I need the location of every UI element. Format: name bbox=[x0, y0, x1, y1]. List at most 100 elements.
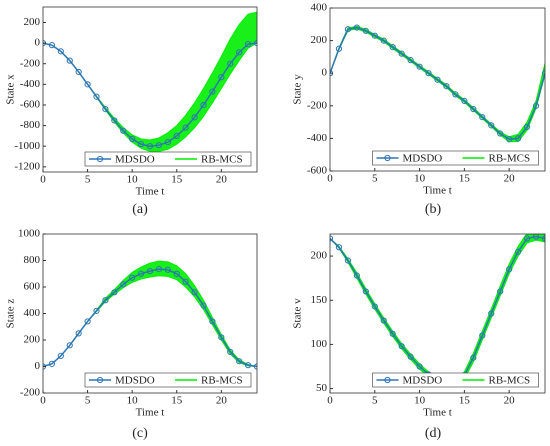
marker bbox=[407, 57, 414, 64]
legend-label: MDSDO bbox=[403, 375, 443, 387]
x-tick-label: 0 bbox=[40, 174, 46, 186]
x-tick-label: 10 bbox=[127, 395, 139, 407]
band-fill bbox=[330, 26, 545, 142]
y-tick-label: 50 bbox=[316, 382, 328, 394]
marker bbox=[137, 270, 145, 277]
y-tick-label: -400 bbox=[20, 78, 41, 90]
marker bbox=[330, 235, 334, 242]
marker bbox=[66, 342, 73, 349]
legend-label: RB-MCS bbox=[201, 154, 243, 166]
marker bbox=[120, 127, 127, 134]
legend-label: RB-MCS bbox=[201, 375, 243, 387]
marker bbox=[75, 330, 82, 337]
marker bbox=[200, 101, 207, 109]
legend-label: MDSDO bbox=[115, 154, 155, 166]
marker bbox=[93, 307, 100, 314]
y-tick-label: 400 bbox=[311, 2, 328, 14]
y-tick-label: -200 bbox=[20, 57, 41, 69]
marker bbox=[200, 302, 207, 309]
y-tick-label: 400 bbox=[24, 307, 41, 319]
marker bbox=[443, 83, 450, 90]
y-tick-label: -1000 bbox=[14, 140, 40, 152]
marker bbox=[129, 135, 136, 143]
subplot: 0 5 10 15 20 -1200 -1000 -800 -600 -400 -200 0 200 Ti… bbox=[5, 6, 258, 217]
x-axis-label: Time t bbox=[423, 185, 452, 197]
x-axis-label: Time t bbox=[423, 407, 452, 419]
marker bbox=[425, 70, 432, 77]
marker bbox=[398, 343, 405, 350]
legend-marker bbox=[384, 154, 391, 162]
legend-marker bbox=[384, 376, 391, 384]
marker bbox=[244, 362, 252, 369]
marker bbox=[416, 363, 423, 370]
x-tick-label: 20 bbox=[216, 174, 228, 186]
marker bbox=[173, 270, 180, 277]
x-tick-label: 20 bbox=[504, 395, 516, 407]
marker bbox=[102, 297, 109, 304]
marker bbox=[244, 41, 252, 48]
marker bbox=[218, 334, 225, 341]
legend-box bbox=[84, 372, 252, 388]
marker bbox=[111, 289, 118, 296]
marker bbox=[75, 68, 82, 76]
x-tick-label: 0 bbox=[327, 395, 333, 407]
x-tick-label: 10 bbox=[414, 395, 426, 407]
band-fill bbox=[330, 234, 545, 386]
plot-area bbox=[43, 260, 257, 370]
y-tick-label: 0 bbox=[35, 37, 41, 49]
x-tick-label: 5 bbox=[85, 174, 91, 186]
x-tick-label: 15 bbox=[459, 395, 471, 407]
x-tick-label: 20 bbox=[504, 173, 516, 185]
y-tick-label: -400 bbox=[307, 132, 328, 144]
marker bbox=[111, 117, 118, 124]
marker bbox=[380, 37, 387, 44]
marker bbox=[532, 102, 540, 109]
x-tick-label: 10 bbox=[414, 173, 426, 185]
marker bbox=[541, 235, 545, 242]
marker bbox=[191, 289, 198, 296]
marker bbox=[479, 332, 486, 339]
y-tick-label: 600 bbox=[24, 281, 41, 293]
caption: (d) bbox=[425, 426, 442, 441]
marker bbox=[506, 266, 513, 273]
marker bbox=[182, 124, 189, 131]
x-tick-label: 15 bbox=[171, 174, 183, 186]
y-axis-label: State z bbox=[5, 299, 17, 329]
marker bbox=[93, 93, 100, 100]
subplot: 0 5 10 15 20 -600 -400 -200 0 200 400 Time t State y… bbox=[292, 2, 546, 217]
x-axis-label: Time t bbox=[136, 407, 165, 419]
marker bbox=[155, 266, 163, 273]
marker bbox=[371, 303, 378, 310]
marker bbox=[57, 48, 64, 55]
x-tick-label: 0 bbox=[327, 173, 333, 185]
marker bbox=[57, 352, 64, 359]
marker bbox=[182, 278, 189, 285]
marker bbox=[48, 360, 56, 367]
marker bbox=[353, 272, 360, 279]
marker bbox=[523, 123, 531, 131]
x-tick-label: 5 bbox=[372, 395, 378, 407]
x-axis-label: Time t bbox=[136, 186, 165, 198]
marker bbox=[209, 88, 216, 95]
y-axis-label: State x bbox=[5, 74, 17, 105]
marker bbox=[380, 317, 387, 324]
marker bbox=[66, 57, 73, 64]
marker bbox=[146, 143, 154, 150]
marker bbox=[236, 49, 243, 56]
y-tick-label: 150 bbox=[311, 294, 328, 306]
y-axis-label: State y bbox=[292, 74, 304, 105]
marker bbox=[523, 235, 531, 242]
y-tick-label: -600 bbox=[20, 99, 41, 111]
marker bbox=[48, 42, 56, 49]
marker bbox=[497, 288, 504, 295]
caption: (b) bbox=[425, 202, 442, 217]
axes-box bbox=[329, 7, 546, 172]
marker bbox=[344, 26, 352, 33]
series-line bbox=[43, 42, 257, 147]
marker bbox=[173, 132, 180, 140]
marker bbox=[362, 288, 369, 295]
band-edge bbox=[330, 28, 545, 143]
marker bbox=[488, 122, 495, 129]
marker bbox=[218, 74, 225, 81]
